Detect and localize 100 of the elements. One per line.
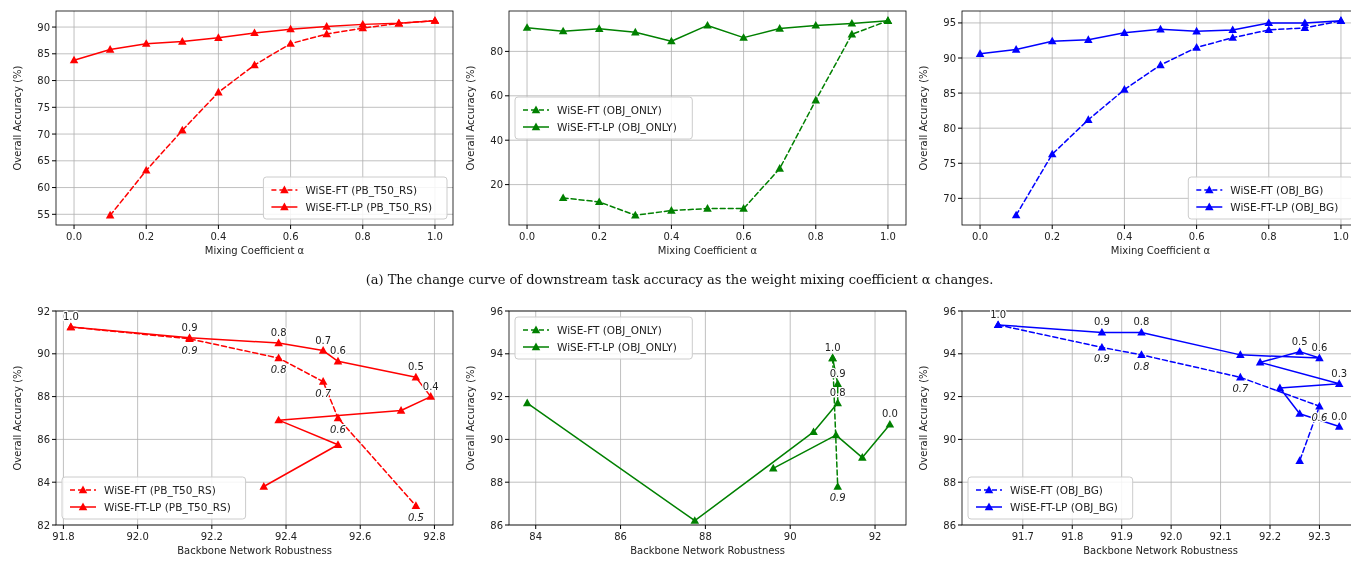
- point: [318, 377, 328, 385]
- point: [286, 24, 295, 33]
- x-tick-label: 92.2: [1258, 531, 1282, 542]
- point: [322, 29, 331, 38]
- annotation: 0.7: [315, 334, 332, 346]
- y-tick-label: 70: [943, 192, 956, 204]
- legend-label: WiSE-FT-LP (OBJ_ONLY): [557, 341, 677, 354]
- point: [1264, 25, 1274, 34]
- point: [1334, 379, 1344, 387]
- point: [1097, 342, 1107, 351]
- y-tick-label: 60: [37, 182, 50, 194]
- point: [775, 164, 784, 172]
- point: [831, 430, 841, 439]
- point: [274, 338, 283, 347]
- y-tick-label: 96: [490, 305, 503, 317]
- point: [1264, 18, 1274, 27]
- annotation: 0.8: [270, 364, 287, 376]
- legend-label: WiSE-FT-LP (PB_T50_RS): [104, 501, 231, 514]
- x-tick-label: 88: [699, 531, 712, 542]
- y-tick-label: 90: [943, 433, 956, 445]
- point: [667, 206, 676, 214]
- y-tick-label: 55: [37, 208, 50, 220]
- x-tick-label: 92.0: [126, 531, 149, 542]
- point: [833, 398, 842, 407]
- y-tick-label: 88: [37, 391, 50, 403]
- y-tick-label: 85: [37, 48, 50, 60]
- y-axis-title: Overall Accuracy (%): [918, 365, 929, 471]
- y-tick-label: 90: [943, 52, 956, 64]
- point: [809, 427, 818, 436]
- y-tick-label: 90: [37, 21, 50, 33]
- point: [1156, 60, 1165, 69]
- x-tick-label: 0.4: [210, 231, 227, 242]
- legend-label: WiSE-FT (PB_T50_RS): [104, 484, 216, 497]
- x-axis-title: Mixing Coefficient α: [204, 245, 305, 256]
- y-tick-label: 90: [490, 433, 503, 445]
- annotation: 0.8: [1133, 360, 1150, 372]
- annotation: 0.9: [1093, 353, 1110, 365]
- point: [703, 20, 712, 29]
- y-tick-label: 96: [943, 305, 956, 317]
- x-tick-label: 0.4: [1116, 231, 1133, 242]
- point: [1275, 383, 1285, 392]
- x-axis-title: Mixing Coefficient α: [1110, 245, 1211, 256]
- annotation: 0.5: [1291, 335, 1308, 347]
- x-tick-label: 90: [783, 531, 797, 542]
- point: [594, 197, 604, 206]
- legend-label: WiSE-FT (PB_T50_RS): [305, 184, 418, 197]
- point: [558, 26, 568, 35]
- x-tick-label: 0.8: [807, 231, 824, 242]
- x-tick-label: 92.8: [423, 531, 446, 542]
- y-tick-label: 95: [943, 17, 956, 29]
- point: [274, 353, 283, 362]
- y-tick-label: 92: [490, 391, 503, 403]
- y-tick-label: 84: [37, 476, 50, 488]
- y-tick-label: 70: [37, 128, 50, 140]
- x-tick-label: 92.3: [1308, 531, 1331, 542]
- x-tick-label: 1.0: [427, 231, 443, 242]
- point: [1097, 327, 1107, 336]
- x-tick-label: 91.8: [1061, 531, 1084, 542]
- point: [141, 39, 151, 47]
- legend-label: WiSE-FT-LP (OBJ_BG): [1230, 201, 1339, 214]
- y-axis-title: Overall Accuracy (%): [12, 365, 23, 471]
- y-axis-title: Overall Accuracy (%): [465, 65, 476, 171]
- y-tick-label: 60: [490, 90, 503, 102]
- point: [1295, 409, 1304, 417]
- point: [1137, 327, 1146, 336]
- point: [833, 379, 842, 387]
- x-tick-label: 91.9: [1110, 531, 1133, 542]
- point: [1011, 210, 1021, 219]
- point: [1084, 35, 1093, 43]
- point: [318, 346, 328, 354]
- x-tick-label: 0.0: [972, 231, 988, 242]
- y-tick-label: 92: [943, 391, 956, 403]
- point: [690, 516, 700, 524]
- y-tick-label: 80: [943, 122, 956, 134]
- x-tick-label: 92: [868, 531, 882, 542]
- y-tick-label: 80: [490, 45, 503, 57]
- y-tick-label: 75: [37, 101, 50, 113]
- x-tick-label: 92.0: [1160, 531, 1183, 542]
- point: [286, 39, 295, 47]
- point: [1192, 42, 1201, 51]
- x-tick-label: 92.4: [274, 531, 298, 542]
- annotation: 1.0: [824, 342, 841, 354]
- point: [1315, 401, 1324, 410]
- x-axis-title: Mixing Coefficient α: [657, 245, 758, 256]
- point: [522, 23, 532, 31]
- x-tick-label: 0.6: [282, 231, 299, 242]
- annotation: 0.8: [1133, 316, 1150, 328]
- x-axis-title: Backbone Network Robustness: [1083, 545, 1238, 556]
- point: [1047, 149, 1057, 158]
- x-tick-label: 0.4: [663, 231, 680, 242]
- point: [1295, 347, 1304, 355]
- text: (a) The change curve of downstream task accuracy as the weight mixing coefficient α changes.: [365, 272, 994, 287]
- point: [1255, 357, 1265, 366]
- point: [522, 398, 532, 407]
- annotation: 0.5: [407, 361, 424, 373]
- x-tick-label: 0.0: [66, 231, 82, 242]
- point: [250, 60, 259, 69]
- annotation: 1.0: [990, 308, 1007, 320]
- point: [141, 165, 151, 174]
- point: [333, 440, 343, 448]
